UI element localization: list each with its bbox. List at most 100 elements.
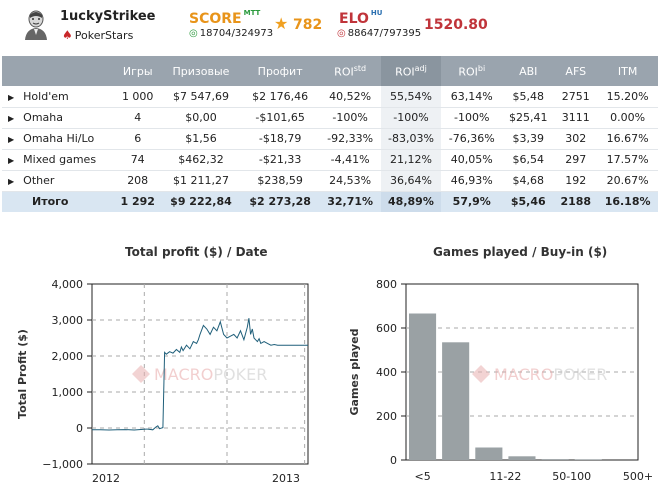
cell-roi-bi: 40,05% bbox=[441, 149, 503, 171]
profit-x-tick-label: 2013 bbox=[272, 472, 300, 485]
table-row[interactable]: ▶ Omaha Hi/Lo 6 $1,56 -$18,79 -92,33% -83,03% -… bbox=[2, 128, 658, 150]
col-header-roi-adj[interactable]: ROIadj bbox=[380, 56, 442, 86]
macropoker-logo-icon bbox=[472, 365, 490, 383]
cell-roi-std: 24,53% bbox=[319, 170, 381, 192]
buyin-bar-5-11 bbox=[442, 342, 470, 460]
score-label-text: SCORE bbox=[189, 11, 242, 27]
buyin-chart: 0 200 400 600 800 Games played MACROPOKER <5 11-… bbox=[348, 278, 653, 483]
macropoker-watermark: MACROPOKER bbox=[472, 365, 607, 384]
score-value: 782 bbox=[293, 17, 323, 33]
expand-arrow-icon[interactable]: ▶ bbox=[8, 135, 15, 144]
expand-arrow-icon[interactable]: ▶ bbox=[8, 177, 15, 186]
expand-arrow-icon[interactable]: ▶ bbox=[8, 92, 15, 102]
buyin-x-tick-label: 500+ bbox=[623, 470, 653, 483]
buyin-y-tick-label: 200 bbox=[376, 410, 397, 423]
buyin-y-tick-label: 800 bbox=[376, 278, 397, 291]
elo-label-text: ELO bbox=[339, 11, 369, 27]
cell-roi-bi: -76,36% bbox=[441, 128, 503, 150]
profit-chart-title: Total profit ($) / Date bbox=[125, 245, 268, 259]
poker-room-name: PokerStars bbox=[74, 29, 134, 42]
pokerstars-spade-icon: ♠ bbox=[62, 28, 73, 42]
col-header-abi[interactable]: ABI bbox=[502, 56, 555, 86]
cell-afs: 2188 bbox=[554, 191, 598, 212]
macropoker-watermark-text: MACROPOKER bbox=[494, 365, 607, 384]
score-label[interactable]: SCORE MTT bbox=[189, 9, 261, 27]
cell-prize: $7 547,69 bbox=[161, 86, 241, 108]
expand-arrow-icon[interactable]: ▶ bbox=[8, 156, 15, 165]
player-header: 1uckyStrikee ♠ PokerStars SCORE MTT ◎ 18704… bbox=[0, 0, 662, 52]
game-type-cell[interactable]: ▶ Omaha Hi/Lo bbox=[2, 128, 114, 150]
cell-roi-bi: 57,9% bbox=[441, 191, 503, 212]
stats-table: Игры Призовые Профит ROIstd ROIadj ROIbi… bbox=[2, 56, 658, 212]
cell-games: 6 bbox=[114, 128, 162, 150]
cell-prize: $1,56 bbox=[161, 128, 241, 150]
expand-arrow-icon[interactable]: ▶ bbox=[8, 114, 15, 123]
profit-y-axis-label: Total Profit ($) bbox=[16, 329, 29, 419]
cell-abi: $5,48 bbox=[502, 86, 555, 108]
col-header-roi-bi[interactable]: ROIbi bbox=[441, 56, 503, 86]
cell-afs: 302 bbox=[554, 128, 598, 150]
cell-roi-bi: 46,93% bbox=[441, 170, 503, 192]
player-name[interactable]: 1uckyStrikee bbox=[60, 9, 156, 24]
game-type-label: Omaha bbox=[23, 111, 63, 124]
cell-itm: 17.57% bbox=[597, 149, 658, 171]
elo-label[interactable]: ELO HU bbox=[339, 9, 382, 27]
cell-games: 4 bbox=[114, 107, 162, 129]
buyin-y-axis-label: Games played bbox=[348, 329, 361, 416]
elo-rank: ◎ 88647/797395 bbox=[337, 28, 421, 39]
elo-value: 1520.80 bbox=[424, 17, 488, 33]
cell-abi: $3,39 bbox=[502, 128, 555, 150]
game-type-cell[interactable]: ▶ Omaha bbox=[2, 107, 114, 129]
table-row[interactable]: ▶ Mixed games 74 $462,32 -$21,33 -4,41% 21,12%… bbox=[2, 149, 658, 171]
game-type-label: Omaha Hi/Lo bbox=[23, 132, 95, 145]
col-header-profit[interactable]: Профит bbox=[240, 56, 320, 86]
score-type: MTT bbox=[243, 9, 261, 17]
col-header-roi-std[interactable]: ROIstd bbox=[319, 56, 381, 86]
profit-series-line bbox=[92, 318, 308, 431]
score-rank-value: 18704/324973 bbox=[199, 28, 274, 39]
cell-afs: 297 bbox=[554, 149, 598, 171]
rank-medal-icon: ◎ bbox=[189, 28, 198, 39]
cell-prize: $1 211,27 bbox=[161, 170, 241, 192]
cell-prize: $0,00 bbox=[161, 107, 241, 129]
macropoker-logo-icon bbox=[132, 365, 150, 383]
buyin-bar-<5 bbox=[409, 313, 437, 460]
cell-roi-std: -92,33% bbox=[319, 128, 381, 150]
table-row[interactable]: ▶ Other 208 $1 211,27 $238,59 24,53% 36,64% 46,… bbox=[2, 170, 658, 192]
player-avatar-icon[interactable] bbox=[22, 8, 50, 40]
cell-profit: -$101,65 bbox=[240, 107, 320, 129]
cell-roi-std: 32,71% bbox=[319, 191, 381, 212]
col-header-games[interactable]: Игры bbox=[114, 56, 162, 86]
cell-roi-std: -100% bbox=[319, 107, 381, 129]
cell-roi-adj: -100% bbox=[380, 107, 442, 129]
cell-roi-adj: 36,64% bbox=[380, 170, 442, 192]
col-header-afs[interactable]: AFS bbox=[554, 56, 598, 86]
game-type-cell[interactable]: ▶ Hold'em bbox=[2, 86, 114, 108]
cell-roi-std: -4,41% bbox=[319, 149, 381, 171]
cell-prize: $9 222,84 bbox=[161, 191, 241, 212]
cell-itm: 0.00% bbox=[597, 107, 658, 129]
table-row[interactable]: ▶ Omaha 4 $0,00 -$101,65 -100% -100% -100% $25,4… bbox=[2, 107, 658, 129]
col-header-prize[interactable]: Призовые bbox=[161, 56, 241, 86]
buyin-x-tick-label: 50-100 bbox=[552, 470, 591, 483]
col-header-game bbox=[2, 56, 114, 86]
profit-y-tick-label: 2,000 bbox=[52, 350, 84, 363]
cell-profit: $2 176,46 bbox=[240, 86, 320, 108]
game-type-cell: Итого bbox=[2, 191, 114, 212]
cell-roi-adj: -83,03% bbox=[380, 128, 442, 150]
profit-x-tick-label: 2012 bbox=[92, 472, 120, 485]
cell-abi: $6,54 bbox=[502, 149, 555, 171]
table-row[interactable]: ▶ Hold'em 1 000 $7 547,69 $2 176,46 40,52% 55,… bbox=[2, 86, 658, 108]
game-type-cell[interactable]: ▶ Other bbox=[2, 170, 114, 192]
macropoker-watermark-text: MACROPOKER bbox=[154, 365, 267, 384]
rank-medal-icon: ◎ bbox=[337, 28, 346, 39]
col-header-itm[interactable]: ITM bbox=[597, 56, 658, 86]
cell-itm: 20.67% bbox=[597, 170, 658, 192]
game-type-label: Итого bbox=[32, 195, 69, 209]
buyin-chart-title: Games played / Buy-in ($) bbox=[433, 245, 608, 259]
game-type-cell[interactable]: ▶ Mixed games bbox=[2, 149, 114, 171]
cell-abi: $5,46 bbox=[502, 191, 555, 212]
game-type-label: Other bbox=[23, 174, 55, 187]
cell-afs: 2751 bbox=[554, 86, 598, 108]
cell-roi-adj: 21,12% bbox=[380, 149, 442, 171]
